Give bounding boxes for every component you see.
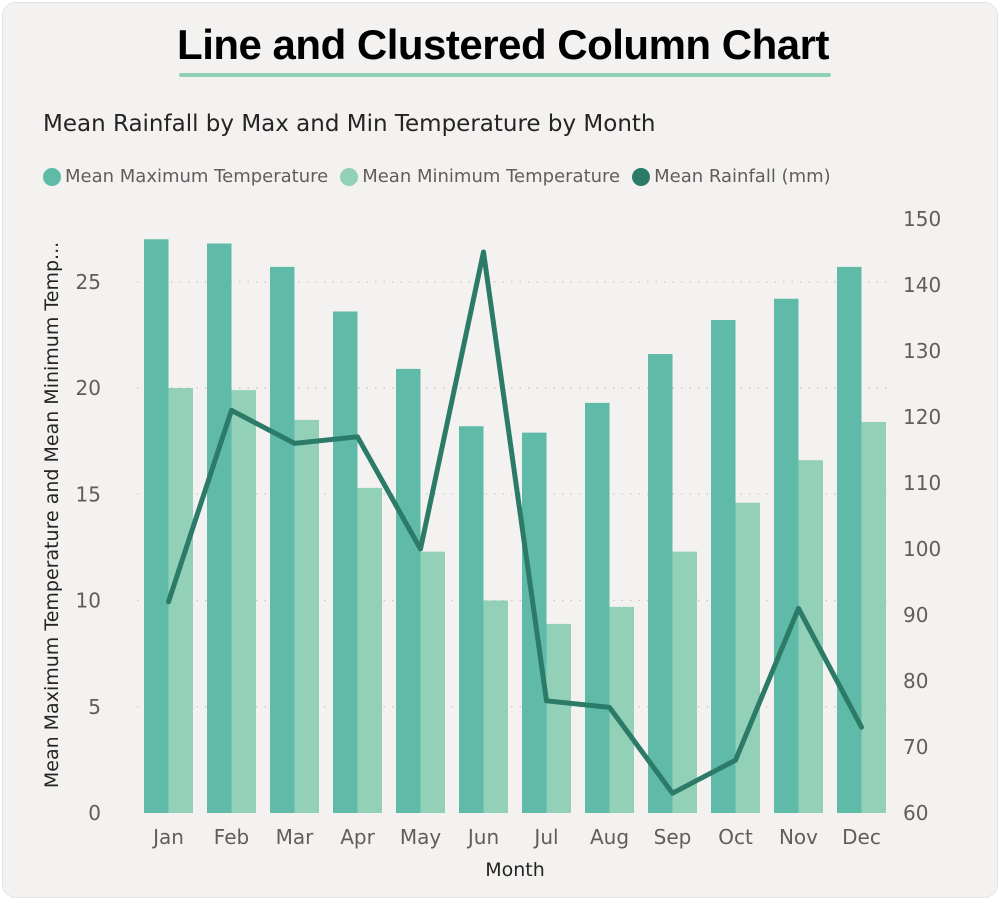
y-right-tick-label: 110 xyxy=(903,471,941,495)
legend-item-max-temp[interactable]: Mean Maximum Temperature xyxy=(43,166,328,187)
bar-min-temp xyxy=(420,551,445,813)
y-right-tick-label: 90 xyxy=(903,603,928,627)
x-tick-label: Aug xyxy=(590,825,629,849)
x-tick-label: Feb xyxy=(214,825,249,849)
line-rainfall xyxy=(166,249,864,796)
y-right-tick-label: 140 xyxy=(903,273,941,297)
bar-min-temp xyxy=(294,419,319,813)
bar-max-temp xyxy=(333,311,358,813)
legend-item-rainfall[interactable]: Mean Rainfall (mm) xyxy=(632,166,831,187)
bar-min-temp xyxy=(168,388,193,813)
bar-min-temp xyxy=(861,422,886,813)
bar-max-temp xyxy=(837,266,862,813)
bar-max-temp xyxy=(774,298,799,813)
bar-max-temp xyxy=(396,368,421,813)
bar-min-temp xyxy=(546,623,571,813)
y-left-tick-label: 10 xyxy=(76,589,101,613)
legend-item-min-temp[interactable]: Mean Minimum Temperature xyxy=(340,166,620,187)
legend-label-min-temp: Mean Minimum Temperature xyxy=(362,166,621,187)
bar-max-temp xyxy=(585,402,610,813)
bar-min-temp xyxy=(357,487,382,813)
bar-max-temp xyxy=(144,239,169,813)
axes: 0 5 10 15 20 25 60 70 80 90 100 110 120 130 140 150 Jan F… xyxy=(76,207,942,849)
bar-max-temp xyxy=(459,426,484,813)
chart-legend: Mean Maximum Temperature Mean Minimum Te… xyxy=(43,166,843,187)
bar-max-temp xyxy=(270,266,295,813)
bar-max-temp xyxy=(207,243,232,813)
bar-min-temp xyxy=(672,551,697,813)
x-tick-label: Jul xyxy=(532,825,558,849)
bar-min-temp xyxy=(231,390,256,813)
y-right-tick-label: 130 xyxy=(903,339,941,363)
x-tick-label: Oct xyxy=(718,825,753,849)
x-tick-label: Jan xyxy=(151,825,184,849)
y-right-tick-label: 150 xyxy=(903,207,941,231)
line-series xyxy=(166,249,864,796)
title-underline xyxy=(179,73,831,77)
legend-label-rainfall: Mean Rainfall (mm) xyxy=(654,166,831,187)
y-right-tick-label: 100 xyxy=(903,537,941,561)
bar-max-temp xyxy=(648,354,673,813)
x-tick-label: Sep xyxy=(654,825,692,849)
y-left-tick-label: 15 xyxy=(76,482,101,506)
x-tick-label: Nov xyxy=(779,825,818,849)
grid-lines xyxy=(137,281,893,708)
y-right-tick-label: 120 xyxy=(903,405,941,429)
y-left-tick-label: 5 xyxy=(88,695,101,719)
x-tick-label: Dec xyxy=(842,825,881,849)
legend-dot-min-temp xyxy=(340,167,359,186)
chart-title: Mean Rainfall by Max and Min Temperature… xyxy=(43,111,656,137)
page-title: Line and Clustered Column Chart xyxy=(177,21,829,68)
y-left-tick-label: 25 xyxy=(76,270,101,294)
bar-min-temp xyxy=(483,600,508,813)
bar-series xyxy=(144,239,886,813)
y-left-tick-label: 20 xyxy=(76,376,101,400)
legend-dot-max-temp xyxy=(43,167,61,186)
y-axis-title: Mean Maximum Temperature and Mean Minimu… xyxy=(41,242,63,788)
legend-dot-rainfall xyxy=(632,167,651,186)
x-tick-label: Mar xyxy=(276,825,315,849)
y-right-tick-label: 70 xyxy=(903,735,928,759)
x-tick-label: May xyxy=(400,825,442,849)
bar-min-temp xyxy=(735,502,760,813)
y-right-tick-label: 60 xyxy=(903,801,928,825)
legend-label-max-temp: Mean Maximum Temperature xyxy=(65,166,329,187)
x-tick-label: Jun xyxy=(466,825,499,849)
x-tick-label: Apr xyxy=(340,825,375,849)
y-right-tick-label: 80 xyxy=(903,669,928,693)
y-left-tick-label: 0 xyxy=(88,801,101,825)
x-axis-title: Month xyxy=(485,859,545,881)
bar-max-temp xyxy=(711,320,736,813)
